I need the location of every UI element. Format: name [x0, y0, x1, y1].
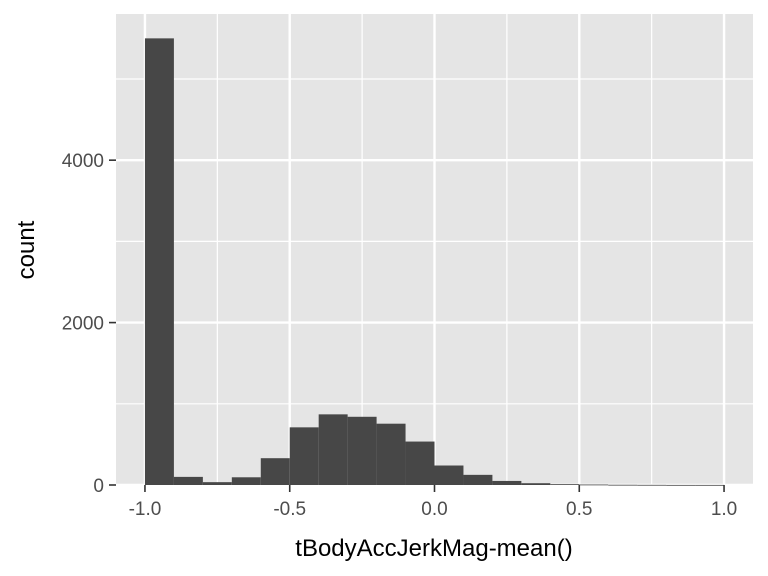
histogram-bar — [434, 465, 464, 485]
histogram-bar — [666, 484, 696, 486]
histogram-bar — [550, 484, 580, 485]
histogram-bar — [695, 484, 725, 486]
y-tick-label: 0 — [93, 476, 104, 497]
histogram-bar — [260, 458, 290, 485]
x-tick-label: 0.5 — [566, 499, 592, 520]
y-axis-title: count — [13, 220, 40, 279]
histogram-bar — [173, 476, 203, 485]
histogram-bar — [144, 38, 174, 486]
histogram-bar — [492, 480, 522, 485]
histogram-bar — [376, 423, 406, 485]
histogram-bar — [637, 484, 667, 486]
histogram-bar — [579, 484, 609, 486]
y-axis: 0 2000 4000 — [62, 151, 116, 497]
x-axis-title: tBodyAccJerkMag-mean() — [295, 535, 572, 562]
x-tick-label: -0.5 — [273, 499, 306, 520]
bars — [144, 38, 725, 486]
histogram-bar — [521, 483, 551, 485]
y-tick-label: 2000 — [62, 314, 104, 335]
x-tick-label: 1.0 — [711, 499, 737, 520]
histogram-bar — [608, 484, 638, 486]
x-axis: -1.0 -0.5 0.0 0.5 1.0 — [129, 485, 737, 520]
histogram-bar — [405, 441, 435, 485]
x-tick-label: -1.0 — [129, 499, 162, 520]
histogram-bar — [347, 416, 377, 485]
histogram-bar — [289, 427, 319, 485]
histogram-bar — [463, 474, 493, 485]
histogram-bar — [231, 477, 261, 485]
histogram-bar — [202, 482, 232, 485]
y-tick-label: 4000 — [62, 151, 104, 172]
x-tick-label: 0.0 — [421, 499, 447, 520]
histogram-bar — [318, 414, 348, 485]
